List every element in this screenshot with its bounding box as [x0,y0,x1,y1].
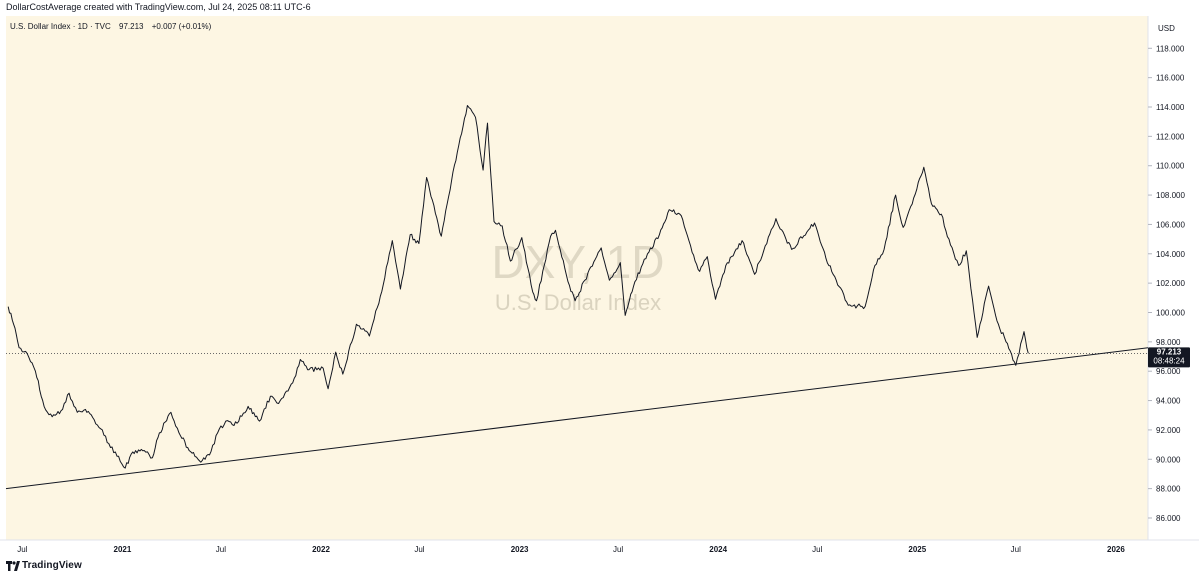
y-tick-label: 118.000 [1156,44,1185,53]
legend-symbol: U.S. Dollar Index · 1D · TVC [10,22,111,31]
y-tick-label: 114.000 [1156,103,1185,112]
last-price-label: 97.213 08:48:24 [1148,347,1190,368]
y-tick-label: 96.000 [1156,367,1181,376]
y-tick-label: 104.000 [1156,250,1185,259]
x-tick-label: 2022 [312,545,330,554]
chart-canvas[interactable]: DXY, 1D U.S. Dollar Index U.S. Dollar In… [0,16,1199,557]
y-tick-label: 86.000 [1156,514,1181,523]
currency-label: USD [1158,24,1175,33]
price-series-line [7,105,1029,469]
y-tick-label: 92.000 [1156,426,1181,435]
x-tick-label: Jul [216,545,226,554]
x-tick-label: Jul [17,545,27,554]
trendline[interactable] [5,347,1149,490]
y-tick-label: 110.000 [1156,162,1185,171]
svg-text:U.S. Dollar Index · 1D · TVC: U.S. Dollar Index · 1D · TVC 97.213 +0.0… [10,22,212,31]
legend-price: 97.213 [119,22,144,31]
last-price-label-bg [1148,347,1190,368]
series-layer [5,105,1149,490]
plot-area[interactable] [6,16,1148,540]
x-tick-label: 2025 [908,545,926,554]
watermark-name: U.S. Dollar Index [495,290,661,315]
attribution-text: DollarCostAverage created with TradingVi… [6,2,311,12]
x-tick-label: Jul [613,545,623,554]
footer: TradingView [0,557,1199,575]
last-price-value: 97.213 [1157,347,1182,356]
y-axis: 86.000 88.000 90.000 92.000 94.000 96.000 98.0… [1148,44,1185,523]
footer-brand: TradingView [22,560,82,571]
y-tick-label: 116.000 [1156,74,1185,83]
x-tick-label: 2026 [1107,545,1125,554]
bar-countdown: 08:48:24 [1153,356,1185,365]
x-tick-label: Jul [414,545,424,554]
legend-change: +0.007 (+0.01%) [152,22,212,31]
x-tick-label: Jul [812,545,822,554]
watermark: DXY, 1D U.S. Dollar Index [491,236,664,315]
y-tick-label: 108.000 [1156,191,1185,200]
y-tick-label: 100.000 [1156,308,1185,317]
y-tick-label: 94.000 [1156,397,1181,406]
y-tick-label: 90.000 [1156,455,1181,464]
y-tick-label: 106.000 [1156,220,1185,229]
y-tick-label: 98.000 [1156,338,1181,347]
watermark-ticker: DXY, 1D [491,236,664,288]
y-tick-label: 102.000 [1156,279,1185,288]
y-tick-label: 88.000 [1156,485,1181,494]
y-tick-label: 112.000 [1156,132,1185,141]
price-scale-area[interactable] [1148,16,1199,557]
x-tick-label: 2023 [511,545,529,554]
attribution-bar: DollarCostAverage created with TradingVi… [0,0,1199,16]
x-axis: Jul 2021 Jul 2022 Jul 2023 Jul 2024 Jul 2025 Jul 20… [17,545,1125,554]
x-tick-label: Jul [1011,545,1021,554]
x-tick-label: 2021 [114,545,132,554]
chart-legend: U.S. Dollar Index · 1D · TVC 97.213 +0.0… [10,22,212,31]
tradingview-logo-icon [6,561,20,571]
x-tick-label: 2024 [709,545,727,554]
